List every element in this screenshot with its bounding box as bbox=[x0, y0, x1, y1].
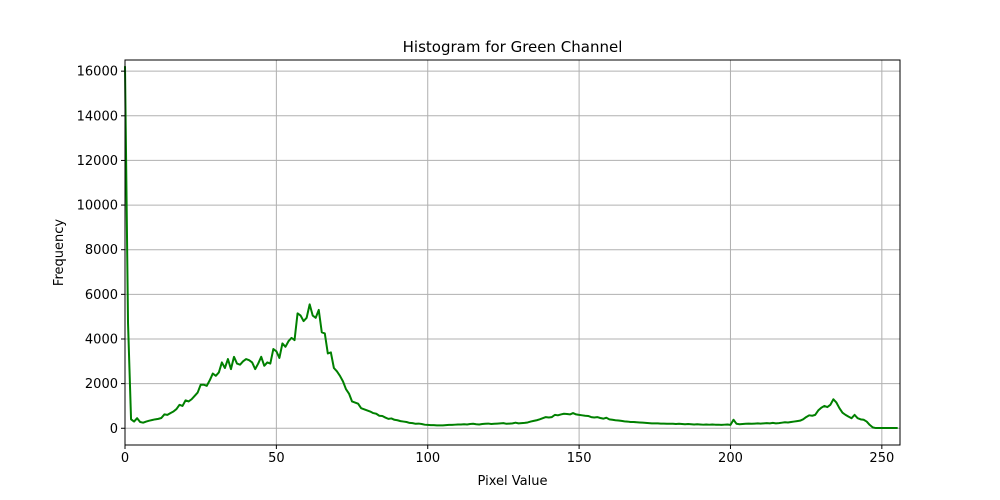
x-tick-label: 250 bbox=[869, 451, 894, 466]
y-tick-label: 12000 bbox=[77, 154, 118, 169]
y-tick-label: 2000 bbox=[85, 377, 118, 392]
grid-lines bbox=[124, 60, 900, 445]
y-tick-label: 0 bbox=[110, 422, 118, 437]
x-tick-label: 50 bbox=[268, 451, 285, 466]
x-tick-label: 200 bbox=[718, 451, 743, 466]
y-tick-label: 8000 bbox=[85, 243, 118, 258]
chart-title: Histogram for Green Channel bbox=[403, 38, 623, 56]
y-axis: 0 2000 4000 6000 8000 10000 12000 14000 16000 bbox=[77, 65, 125, 437]
y-tick-label: 16000 bbox=[77, 65, 118, 80]
y-tick-label: 4000 bbox=[85, 332, 118, 347]
y-tick-label: 6000 bbox=[85, 288, 118, 303]
x-axis: 0 50 100 150 200 250 bbox=[121, 445, 894, 466]
y-axis-label: Frequency bbox=[52, 219, 67, 286]
x-tick-label: 100 bbox=[415, 451, 440, 466]
x-tick-label: 150 bbox=[567, 451, 592, 466]
plot-frame bbox=[124, 59, 901, 446]
plot-series bbox=[124, 65, 898, 430]
y-tick-label: 14000 bbox=[77, 109, 118, 124]
y-tick-label: 10000 bbox=[77, 199, 118, 214]
series-line-green bbox=[124, 65, 898, 430]
x-axis-label: Pixel Value bbox=[478, 474, 548, 489]
x-tick-label: 0 bbox=[121, 451, 129, 466]
